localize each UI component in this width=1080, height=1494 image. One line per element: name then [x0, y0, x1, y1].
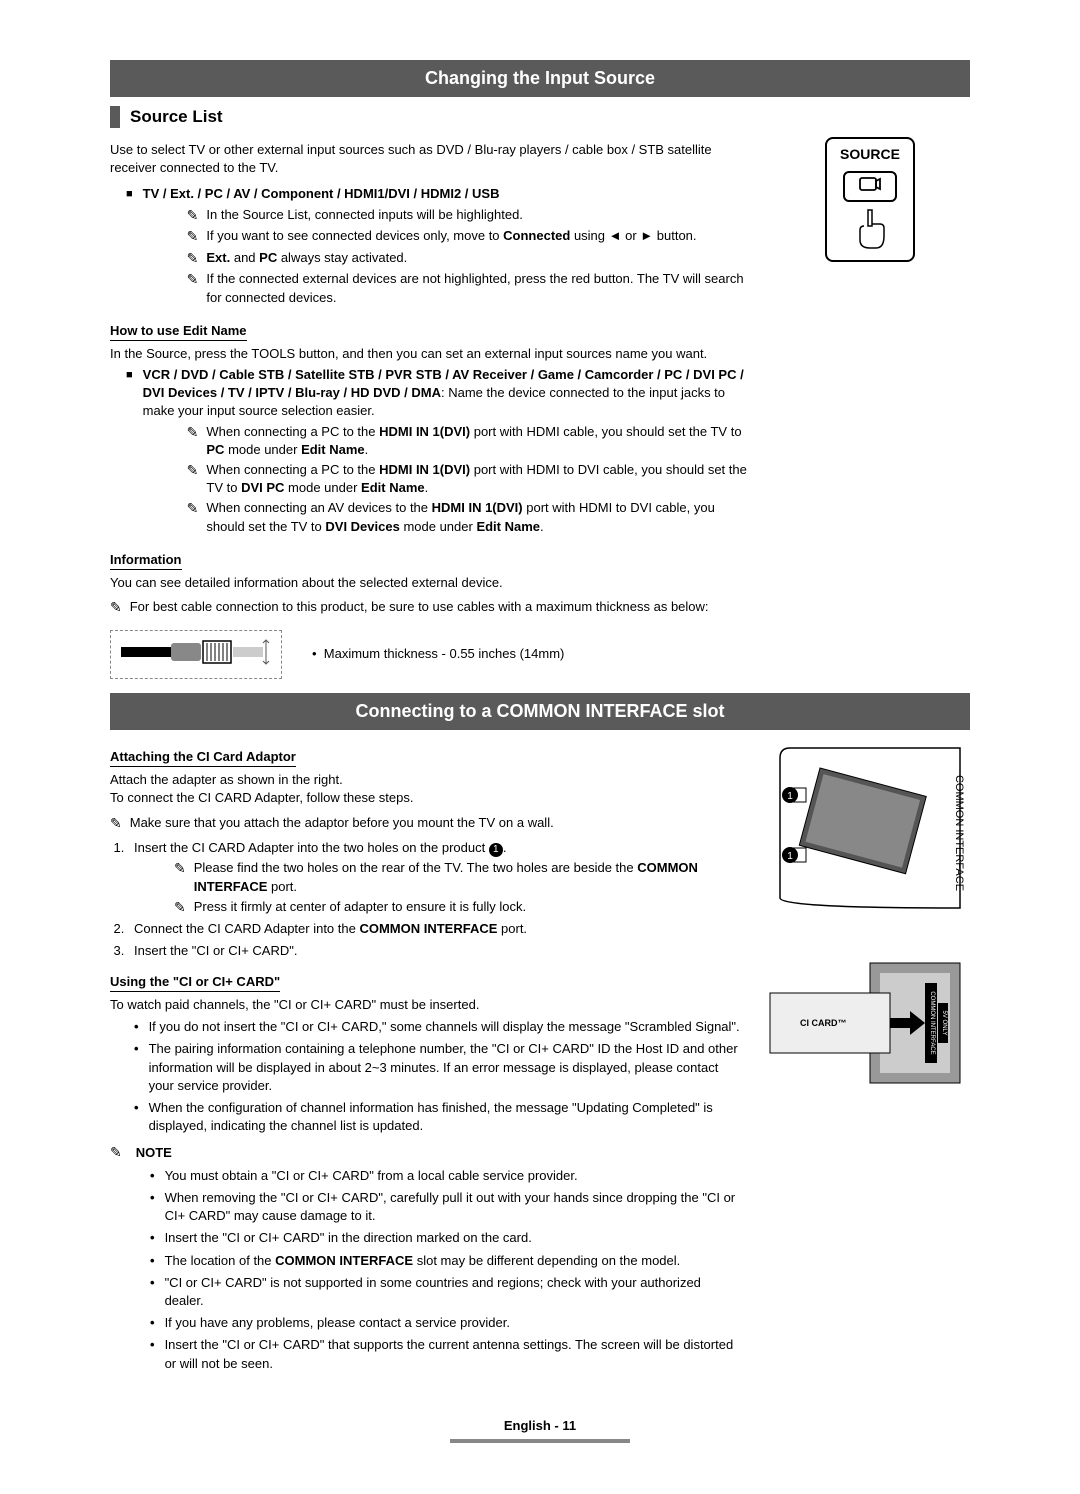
pc-note: When connecting an AV devices to the HDM…	[206, 499, 750, 535]
ci-card-slot-figure: COMMON INTERFACE 5V ONLY CI CARD™	[760, 953, 970, 1093]
step-2: Connect the CI CARD Adapter into the COM…	[128, 920, 740, 938]
svg-text:COMMON INTERFACE: COMMON INTERFACE	[929, 992, 935, 1055]
banner-common-interface: Connecting to a COMMON INTERFACE slot	[110, 693, 970, 730]
using-bullet: The pairing information containing a tel…	[149, 1040, 740, 1095]
svg-text:5V ONLY: 5V ONLY	[941, 1011, 947, 1036]
note-bullet: The location of the COMMON INTERFACE slo…	[165, 1252, 681, 1270]
footer-bar	[450, 1439, 630, 1443]
note-icon	[187, 270, 207, 306]
ci-adapter-figure: 1 1 COMMON INTERFACE	[760, 738, 970, 918]
note-bullet: When removing the "CI or CI+ CARD", care…	[165, 1189, 740, 1225]
cable-connector-icon	[121, 637, 271, 667]
note-icon	[187, 227, 207, 247]
cable-caption: • Maximum thickness - 0.55 inches (14mm)	[312, 645, 564, 663]
using-ci-head: Using the "CI or CI+ CARD"	[110, 973, 280, 992]
cable-note-row: For best cable connection to this produc…	[110, 598, 750, 618]
note-icon	[187, 249, 207, 269]
step-1: Insert the CI CARD Adapter into the two …	[128, 839, 740, 917]
note-icon	[187, 423, 207, 459]
note-icon	[174, 859, 194, 895]
edit-name-intro: In the Source, press the TOOLS button, a…	[110, 345, 750, 363]
section-title: Source List	[130, 105, 223, 129]
mount-note-row: Make sure that you attach the adaptor be…	[110, 814, 740, 834]
note-text: In the Source List, connected inputs wil…	[206, 206, 523, 226]
source-remote-figure: SOURCE	[825, 137, 915, 262]
input-types: TV / Ext. / PC / AV / Component / HDMI1/…	[143, 186, 500, 201]
source-button-icon	[843, 171, 897, 202]
step1-note: Please find the two holes on the rear of…	[194, 859, 740, 895]
note-icon	[187, 461, 207, 497]
using-bullet: When the configuration of channel inform…	[149, 1099, 740, 1135]
page-footer: English - 11	[110, 1417, 970, 1443]
attach-text-1: Attach the adapter as shown in the right…	[110, 771, 740, 789]
svg-text:COMMON INTERFACE: COMMON INTERFACE	[953, 775, 965, 891]
source-label: SOURCE	[835, 145, 905, 165]
device-list-row: VCR / DVD / Cable STB / Satellite STB / …	[126, 366, 750, 538]
note-text: If you want to see connected devices onl…	[206, 227, 696, 247]
note-heading: NOTE	[110, 1143, 740, 1163]
note-icon	[110, 598, 130, 618]
note-bullet: You must obtain a "CI or CI+ CARD" from …	[165, 1167, 578, 1185]
mount-note: Make sure that you attach the adaptor be…	[130, 814, 554, 834]
hand-pointer-icon	[850, 206, 890, 250]
information-head: Information	[110, 551, 182, 570]
circle-number-icon: 1	[489, 843, 503, 857]
attach-ci-head: Attaching the CI Card Adaptor	[110, 748, 296, 767]
svg-text:1: 1	[787, 851, 793, 862]
step-3: Insert the "CI or CI+ CARD".	[128, 942, 740, 960]
input-types-row: TV / Ext. / PC / AV / Component / HDMI1/…	[126, 185, 750, 308]
section-header-source-list: Source List	[110, 105, 970, 129]
pc-note: When connecting a PC to the HDMI IN 1(DV…	[206, 423, 750, 459]
cable-figure: • Maximum thickness - 0.55 inches (14mm)	[110, 630, 970, 679]
note-icon	[110, 814, 130, 834]
step1-note: Press it firmly at center of adapter to …	[194, 898, 526, 918]
note-text: Ext. and PC always stay activated.	[206, 249, 407, 269]
attach-text-2: To connect the CI CARD Adapter, follow t…	[110, 789, 740, 807]
note-text: If the connected external devices are no…	[206, 270, 750, 306]
note-bullet: Insert the "CI or CI+ CARD" in the direc…	[165, 1229, 532, 1247]
svg-text:CI CARD™: CI CARD™	[800, 1018, 847, 1028]
source-intro: Use to select TV or other external input…	[110, 141, 750, 177]
cable-note: For best cable connection to this produc…	[130, 598, 709, 618]
using-bullet: If you do not insert the "CI or CI+ CARD…	[149, 1018, 740, 1036]
note-bullet: "CI or CI+ CARD" is not supported in som…	[165, 1274, 740, 1310]
svg-text:1: 1	[787, 791, 793, 802]
note-bullet: Insert the "CI or CI+ CARD" that support…	[165, 1336, 740, 1372]
information-text: You can see detailed information about t…	[110, 574, 750, 592]
note-icon	[187, 499, 207, 535]
note-bullet: If you have any problems, please contact…	[165, 1314, 510, 1332]
using-intro: To watch paid channels, the "CI or CI+ C…	[110, 996, 740, 1014]
note-icon	[110, 1143, 130, 1163]
note-icon	[187, 206, 207, 226]
edit-name-head: How to use Edit Name	[110, 322, 247, 341]
note-icon	[174, 898, 194, 918]
pc-note: When connecting a PC to the HDMI IN 1(DV…	[206, 461, 750, 497]
section-bar	[110, 106, 120, 128]
banner-changing-input: Changing the Input Source	[110, 60, 970, 97]
